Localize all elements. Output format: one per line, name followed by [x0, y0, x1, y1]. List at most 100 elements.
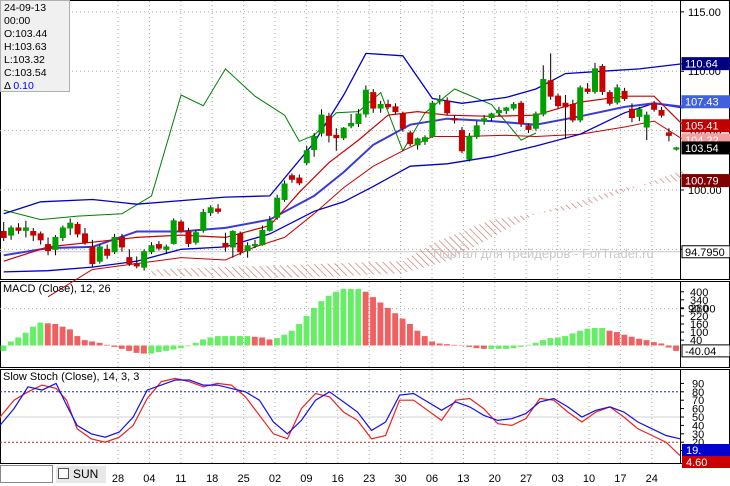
macd-bar [532, 342, 539, 346]
candle-body [636, 108, 643, 117]
candle-body [407, 132, 414, 145]
macd-bar [222, 336, 229, 346]
macd-bar [200, 339, 206, 346]
candle-body [96, 246, 103, 262]
candle-body [259, 229, 266, 246]
sun-checkbox[interactable] [58, 468, 69, 479]
macd-bar [665, 345, 672, 348]
macd-bar [118, 345, 125, 349]
stoch-tick-label: 40 [692, 420, 704, 432]
y-tick-label: 100.00 [688, 185, 722, 197]
candle-body [510, 103, 517, 109]
candle-body [658, 109, 665, 116]
macd-bar [37, 322, 44, 346]
candle-body [325, 115, 332, 136]
info-low: L:103.32 [4, 54, 45, 66]
stoch-chart [0, 377, 681, 457]
macd-bar [81, 340, 88, 346]
candle-body [45, 244, 52, 252]
macd-bar [96, 342, 103, 346]
macd-bar [133, 345, 140, 353]
macd-bar [554, 337, 561, 346]
candle-body [178, 221, 185, 233]
ohlc-info-box: 24-09-13 00:00 O:103.44 H:103.63 L:103.3… [0, 0, 70, 92]
x-tick-label: 13 [457, 473, 469, 485]
macd-last-tag [681, 344, 730, 358]
macd-tick-label: 340 [690, 295, 708, 307]
macd-bar [429, 341, 436, 346]
stoch-tick-label: 30 [692, 429, 704, 441]
price-axis: 28 04 11 18 25 02 09 16 23 30 06 13 20 27 03 10 17 24 115.… [112, 7, 730, 485]
candle-body [503, 107, 510, 111]
candle-body [621, 90, 628, 100]
macd-bar [0, 345, 7, 351]
x-tick-label: 02 [269, 473, 281, 485]
candle-body [288, 175, 295, 180]
macd-bar [170, 345, 177, 350]
macd-bar [259, 337, 266, 346]
candle-body [362, 89, 369, 115]
moving-average-blue [3, 102, 684, 257]
macd-bar [111, 345, 118, 347]
candle-body [30, 231, 37, 236]
macd-bar [577, 330, 583, 346]
macd-bar [310, 307, 317, 346]
macd-bar [207, 337, 214, 346]
candle-body [118, 236, 125, 248]
stoch-k-line [0, 379, 681, 440]
candle-body [562, 102, 569, 108]
candle-body [59, 227, 66, 238]
candle-body [318, 114, 325, 134]
info-time: 00:00 [4, 15, 31, 27]
stoch-tick-label: 90 [692, 378, 704, 390]
x-tick-label: 20 [489, 473, 501, 485]
macd-bar [377, 302, 384, 346]
macd-bar [303, 315, 310, 346]
macd-bar [44, 323, 51, 346]
pane-frame-main [0, 0, 730, 280]
candle-body [673, 147, 680, 150]
candle-body [592, 68, 598, 92]
macd-bar [547, 338, 554, 346]
price-tag-label: 100.79 [685, 176, 719, 188]
macd-bar [525, 344, 532, 346]
candle-body [532, 113, 539, 129]
macd-bar [237, 336, 243, 346]
macd-tick-label: 40 [690, 335, 702, 347]
macd-bar [281, 334, 288, 346]
candle-body [348, 122, 355, 127]
candle-body [451, 118, 458, 121]
symbol-input[interactable] [0, 465, 53, 483]
candle-body [52, 236, 59, 250]
macd-bar [503, 345, 509, 349]
info-high: H:103.63 [4, 41, 47, 53]
macd-bar [30, 326, 36, 346]
candle-body [0, 231, 7, 238]
macd-bar [466, 345, 473, 347]
macd-bar [355, 289, 362, 346]
candle-body [577, 87, 584, 121]
candle-body [266, 220, 273, 231]
candle-body [495, 109, 502, 114]
candle-body [185, 231, 192, 244]
candle-body [126, 257, 133, 265]
candle-body [8, 227, 15, 236]
macd-bar [399, 318, 406, 346]
sun-label: SUN [73, 467, 99, 481]
candle-body [399, 113, 406, 129]
sun-toggle[interactable]: SUN [56, 466, 106, 483]
macd-bar [436, 343, 443, 346]
macd-bar [155, 345, 162, 353]
candle-body [606, 92, 613, 104]
watermark-text: Портал для трейдеров - ForTrader.ru [433, 246, 654, 261]
price-chart [0, 52, 685, 298]
macd-bar [347, 289, 354, 346]
macd-bar [599, 328, 606, 346]
x-tick-label: 18 [206, 473, 218, 485]
y-tick-label: 115.00 [688, 7, 721, 19]
x-tick-label: 11 [175, 473, 186, 485]
lagging-line [3, 68, 537, 221]
x-tick-label: 27 [520, 473, 532, 485]
macd-bar [266, 339, 273, 346]
macd-bar [7, 341, 14, 346]
